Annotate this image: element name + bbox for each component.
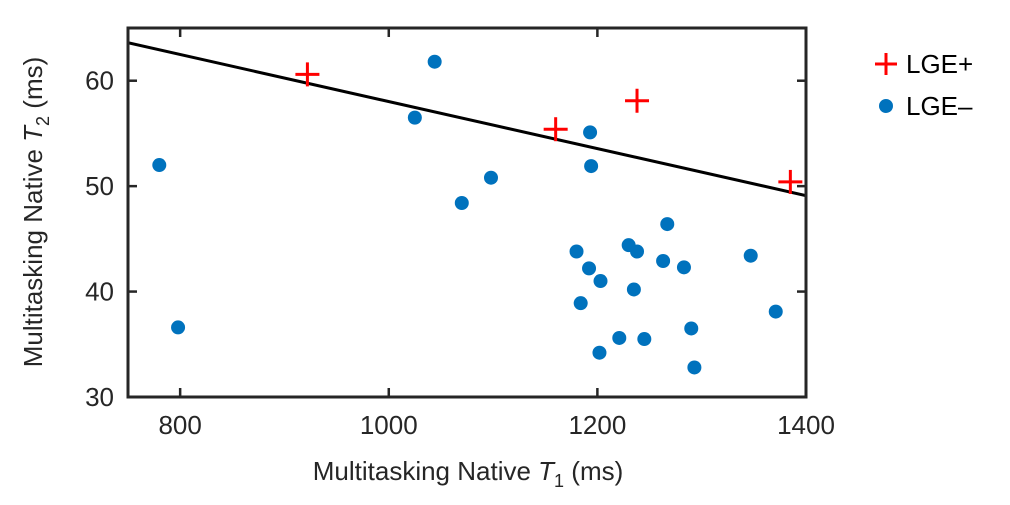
data-point-lge-neg <box>427 54 442 69</box>
x-tick-label: 800 <box>158 410 201 440</box>
data-point-lge-neg <box>569 244 584 259</box>
x-tick-label: 1000 <box>360 410 418 440</box>
data-point-lge-neg <box>583 125 598 140</box>
axes-frame <box>126 26 808 399</box>
data-point-lge-neg <box>582 261 597 276</box>
series-lge-pos <box>295 62 803 194</box>
data-point-lge-neg <box>637 332 652 347</box>
data-point-lge-neg <box>630 244 645 259</box>
data-point-lge-neg <box>656 253 671 268</box>
y-tick-label: 50 <box>85 171 114 201</box>
axes: 800 1000 1200 1400 30 40 50 60 <box>85 26 835 440</box>
series-lge-neg <box>152 54 783 375</box>
y-tick-label: 40 <box>85 277 114 307</box>
legend-marker-lge-neg <box>879 99 893 113</box>
data-point-lge-neg <box>573 296 588 311</box>
data-point-lge-neg <box>152 158 167 173</box>
data-point-lge-pos <box>778 169 803 194</box>
data-point-lge-neg <box>171 320 186 335</box>
data-point-lge-pos <box>295 62 320 87</box>
data-point-lge-neg <box>687 360 702 375</box>
legend-label-lge-pos: LGE+ <box>906 49 973 79</box>
data-point-lge-neg <box>626 282 641 297</box>
y-axis-label: Multitasking Native T2 (ms) <box>18 57 53 368</box>
regression-line <box>128 41 806 198</box>
data-point-lge-neg <box>660 217 675 232</box>
data-point-lge-neg <box>454 196 469 211</box>
plot-area <box>128 41 806 375</box>
x-axis-label: Multitasking Native T1 (ms) <box>313 456 624 491</box>
legend: LGE+ LGE– <box>875 49 973 121</box>
x-tick-label: 1400 <box>777 410 835 440</box>
y-tick-label: 60 <box>85 66 114 96</box>
data-point-lge-neg <box>676 260 691 275</box>
data-point-lge-pos <box>543 117 568 142</box>
data-point-lge-neg <box>407 110 422 125</box>
data-point-lge-neg <box>584 159 599 174</box>
data-point-lge-neg <box>684 321 699 336</box>
legend-marker-lge-pos <box>875 53 897 75</box>
data-point-lge-pos <box>625 88 650 113</box>
data-point-lge-neg <box>612 330 627 345</box>
data-point-lge-neg <box>768 304 783 319</box>
x-tick-label: 1200 <box>568 410 626 440</box>
data-point-lge-neg <box>592 345 607 360</box>
data-point-lge-neg <box>593 274 608 289</box>
legend-label-lge-neg: LGE– <box>906 91 973 121</box>
y-tick-label: 30 <box>85 382 114 412</box>
data-point-lge-neg <box>743 248 758 263</box>
data-point-lge-neg <box>483 170 498 185</box>
